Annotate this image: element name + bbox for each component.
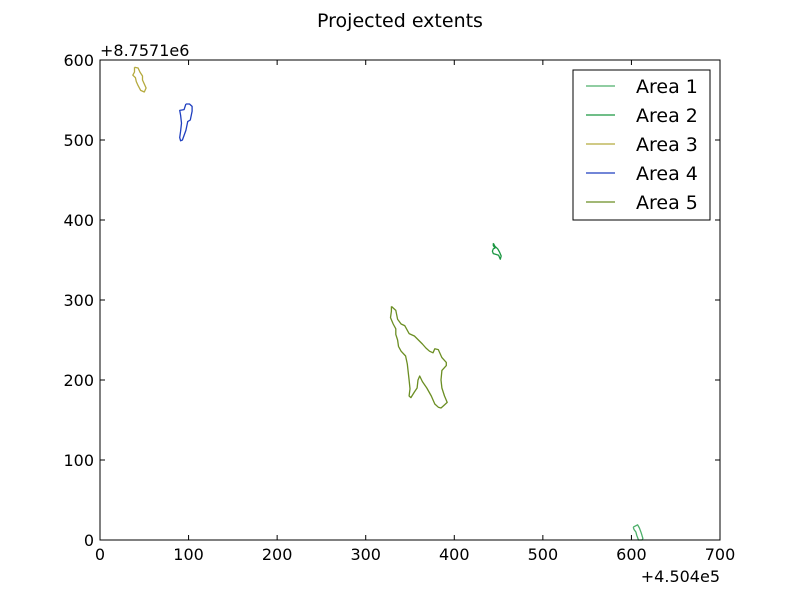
x-tick-label: 300 [350,545,381,564]
x-tick-label: 400 [439,545,470,564]
y-tick-label: 300 [63,291,94,310]
y-tick-label: 100 [63,451,94,470]
legend-label-area-3: Area 3 [636,134,698,156]
legend-label-area-2: Area 2 [636,105,698,127]
y-tick-label: 500 [63,131,94,150]
series-line-area-3 [132,66,147,93]
series-line-area-5 [389,305,448,409]
legend: Area 1 Area 2 Area 3 Area 4 Area 5 [572,69,711,221]
legend-label-area-4: Area 4 [636,163,698,185]
x-tick-label: 500 [528,545,559,564]
ticks-layer: 0 100 200 300 400 500 600 700 0 100 200 300 400 500 60… [63,51,735,564]
legend-label-area-5: Area 5 [636,192,698,214]
series-line-area-4 [179,103,193,142]
x-tick-label: 200 [262,545,293,564]
x-tick-label: 600 [616,545,647,564]
legend-frame [572,69,711,221]
series-layer [132,66,644,541]
series-line-area-2 [491,242,502,260]
x-tick-label: 0 [95,545,105,564]
x-offset-label: +4.504e5 [641,567,720,586]
y-tick-label: 200 [63,371,94,390]
chart-title: Projected extents [317,10,483,32]
legend-label-area-1: Area 1 [636,76,698,98]
y-tick-label: 400 [63,211,94,230]
y-offset-label: +8.7571e6 [100,41,189,60]
x-tick-label: 700 [705,545,736,564]
y-tick-label: 600 [63,51,94,70]
y-tick-label: 0 [84,531,94,550]
x-tick-label: 100 [173,545,204,564]
plot-frame [99,59,721,541]
